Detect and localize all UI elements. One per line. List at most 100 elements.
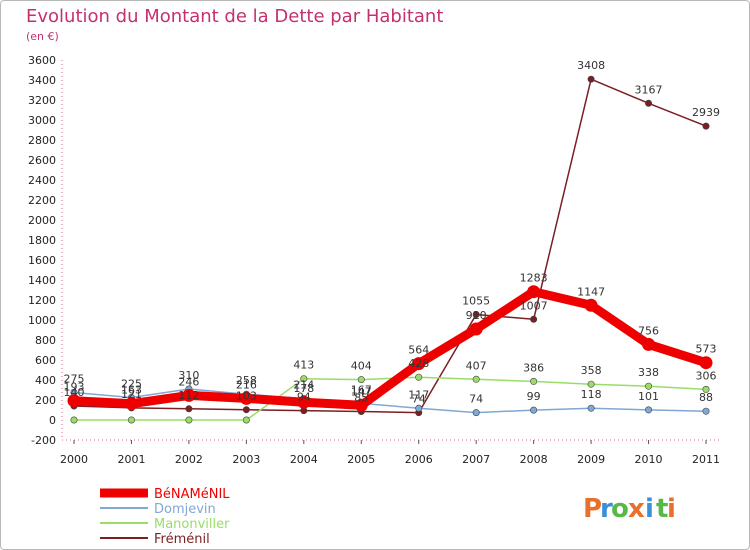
logo-letter: i (645, 494, 654, 524)
data-point (530, 377, 538, 385)
data-label: 573 (696, 343, 717, 356)
data-point (645, 99, 653, 107)
data-point (185, 416, 193, 424)
data-point (472, 375, 480, 383)
logo-letter: i (667, 494, 676, 524)
data-point (702, 385, 710, 393)
data-label: 413 (293, 359, 314, 372)
y-tick-label: 600 (35, 354, 56, 367)
y-tick-label: 2000 (28, 214, 56, 227)
data-label: 216 (236, 378, 257, 391)
data-label: 147 (351, 385, 372, 398)
data-point (124, 397, 138, 411)
data-label: 74 (469, 393, 483, 406)
data-label: 85 (354, 392, 368, 405)
legend-label: BéNAMéNIL (154, 487, 230, 502)
data-point (300, 375, 308, 383)
legend-label: Fréménil (154, 532, 210, 547)
y-tick-label: 3200 (28, 94, 56, 107)
data-label: 74 (412, 393, 426, 406)
data-point (469, 322, 483, 336)
data-point (530, 315, 538, 323)
legend-label: Manonviller (154, 517, 230, 532)
data-point (699, 356, 713, 370)
x-tick-label: 2011 (692, 453, 720, 466)
x-tick-label: 2008 (520, 453, 548, 466)
data-label: 246 (178, 375, 199, 388)
y-tick-label: 1600 (28, 254, 56, 267)
data-point (297, 395, 311, 409)
data-point (702, 407, 710, 415)
data-labels: 140 121 112 103 94 85 74 1055 1007 3408 3167 2939 41… (64, 59, 721, 405)
data-label: 386 (523, 361, 544, 374)
series-line (73, 388, 707, 414)
y-tick-label: 2600 (28, 154, 56, 167)
y-tick-label: 0 (49, 414, 56, 427)
data-label: 3167 (635, 83, 663, 96)
x-tick-label: 2002 (175, 453, 203, 466)
data-label: 275 (64, 373, 85, 386)
data-label: 428 (408, 357, 429, 370)
data-label: 1007 (520, 299, 548, 312)
data-point (185, 405, 193, 413)
y-tick-label: 2200 (28, 194, 56, 207)
data-point (587, 75, 595, 83)
data-label: 225 (121, 378, 142, 391)
logo-letter: P (583, 494, 602, 524)
data-label: 338 (638, 366, 659, 379)
x-tick-label: 2005 (347, 453, 375, 466)
data-point (645, 382, 653, 390)
data-label: 407 (466, 359, 487, 372)
data-label: 306 (696, 369, 717, 382)
series-line (69, 287, 711, 410)
data-label: 94 (297, 391, 311, 404)
chart-title: Evolution du Montant de la Dette par Hab… (26, 6, 443, 27)
data-label: 756 (638, 324, 659, 337)
series-line (73, 78, 707, 414)
data-point (242, 406, 250, 414)
data-point (530, 406, 538, 414)
data-point (527, 285, 541, 299)
data-point (70, 416, 78, 424)
data-point (357, 376, 365, 384)
data-point (587, 380, 595, 388)
data-point (587, 404, 595, 412)
chart-subtitle: (en €) (26, 30, 59, 43)
data-label: 118 (581, 388, 602, 401)
data-label: 167 (351, 383, 372, 396)
data-label: 358 (581, 364, 602, 377)
x-tick-label: 2004 (290, 453, 318, 466)
data-label: 117 (408, 388, 429, 401)
logo-letter: r (600, 494, 613, 524)
data-point (67, 394, 81, 408)
logo-letter: o (611, 494, 629, 524)
data-point (584, 298, 598, 312)
data-label: 404 (351, 360, 372, 373)
axes: -200 0 200 400 600 800 1000 1200 1400 1600 1800 200… (28, 54, 720, 466)
series-layer (67, 75, 713, 424)
x-tick-label: 2003 (232, 453, 260, 466)
y-tick-label: -200 (31, 434, 56, 447)
data-label: 1147 (577, 285, 605, 298)
data-point (127, 416, 135, 424)
x-tick-label: 2001 (117, 453, 145, 466)
y-tick-label: 2400 (28, 174, 56, 187)
y-tick-label: 1400 (28, 274, 56, 287)
data-point (239, 391, 253, 405)
data-label: 910 (466, 309, 487, 322)
x-tick-label: 2000 (60, 453, 88, 466)
x-tick-label: 2010 (635, 453, 663, 466)
data-label: 99 (527, 390, 541, 403)
y-tick-label: 200 (35, 394, 56, 407)
data-point (472, 310, 480, 318)
data-label: 193 (64, 381, 85, 394)
data-point (472, 409, 480, 417)
logo-letter: x (628, 494, 645, 524)
x-tick-label: 2006 (405, 453, 433, 466)
proxiti-logo: Pro x i ti (583, 494, 676, 524)
data-point (415, 373, 423, 381)
y-tick-label: 3000 (28, 114, 56, 127)
data-point (412, 357, 426, 371)
